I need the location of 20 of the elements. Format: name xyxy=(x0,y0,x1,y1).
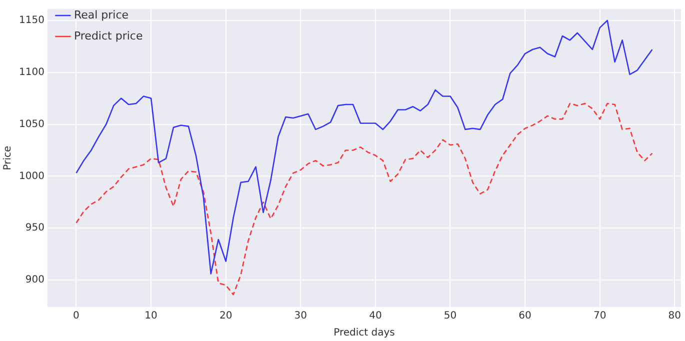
y-tick-label: 1050 xyxy=(18,118,44,130)
legend-label: Predict price xyxy=(74,29,143,42)
x-axis-title: Predict days xyxy=(334,328,395,339)
y-tick-label: 1150 xyxy=(18,15,44,26)
line-series xyxy=(76,102,653,296)
x-tick-label: 40 xyxy=(369,310,382,322)
x-tick-label: 20 xyxy=(219,310,232,322)
x-tick-label: 80 xyxy=(668,310,682,322)
y-tick-label: 1000 xyxy=(18,170,44,182)
y-tick-label: 950 xyxy=(25,222,44,234)
y-tick-label: 1100 xyxy=(18,66,44,78)
y-axis-title: Price xyxy=(2,146,14,170)
y-tick-label: 900 xyxy=(25,274,44,286)
legend-label: Real price xyxy=(74,8,129,22)
x-tick-label: 60 xyxy=(518,310,532,322)
x-tick-label: 0 xyxy=(73,310,80,322)
x-tick-label: 10 xyxy=(144,310,158,322)
x-tick-label: 50 xyxy=(444,310,457,322)
x-tick-label: 70 xyxy=(593,310,606,322)
x-tick-label: 30 xyxy=(294,310,308,322)
